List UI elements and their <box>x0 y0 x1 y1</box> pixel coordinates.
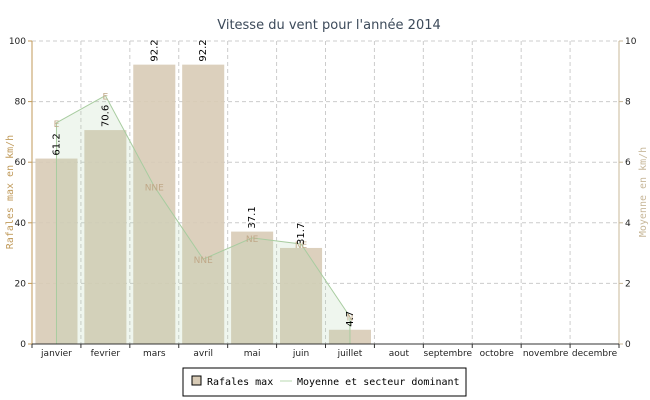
x-tick-label: fevrier <box>91 349 121 359</box>
bar-avril <box>182 64 225 344</box>
y2-tick-label: 10 <box>625 37 637 47</box>
sector-label: E <box>54 120 60 130</box>
y2-tick-label: 2 <box>625 279 631 289</box>
sector-label: NE <box>295 241 308 251</box>
y2-tick-label: 8 <box>625 98 631 108</box>
grid <box>32 40 620 344</box>
legend-box <box>182 367 467 397</box>
sector-label: E <box>103 93 109 103</box>
x-tick-label: novembre <box>523 349 569 359</box>
x-tick-label: decembre <box>572 349 618 359</box>
bar-juin <box>280 247 323 344</box>
y-tick-label: 100 <box>9 37 26 47</box>
data-label: 70.6 <box>100 105 111 127</box>
sector-label: NNE <box>194 256 213 266</box>
x-tick-label: mars <box>143 349 166 359</box>
data-label: 61.2 <box>51 133 62 155</box>
x-tick-label: avril <box>193 349 213 359</box>
bar-fevrier <box>84 130 127 344</box>
sector-label: N <box>347 314 354 324</box>
data-label: 37.1 <box>247 206 258 228</box>
y2-tick-label: 0 <box>625 340 631 350</box>
data-labels: E E NNE NNE NE NE N 61.2 70.6 92.2 92.2 37.1 31.7 4.7 <box>51 39 356 326</box>
y2-axis-title: Moyenne en km/h <box>638 147 649 237</box>
area-series <box>55 94 351 345</box>
bar-mai <box>231 231 274 344</box>
data-label: 92.2 <box>149 39 160 61</box>
legend-swatch-rafales <box>191 375 202 386</box>
x-tick-label: septembre <box>424 349 473 359</box>
y-tick-label: 60 <box>15 158 27 168</box>
x-tick-label: octobre <box>480 349 515 359</box>
legend: Rafales max Moyenne et secteur dominant <box>182 367 467 397</box>
data-label: 31.7 <box>296 223 307 245</box>
area-moyenne <box>55 94 351 345</box>
y2-tick-label: 6 <box>625 158 631 168</box>
y-tick-label: 0 <box>20 340 26 350</box>
sector-label: NE <box>246 235 259 245</box>
y-tick-label: 20 <box>15 279 27 289</box>
x-tick-label: juillet <box>337 349 363 359</box>
y-tick-label: 80 <box>15 98 27 108</box>
y-tick-label: 40 <box>15 219 27 229</box>
bar-mars <box>133 64 176 344</box>
data-label: 4.7 <box>345 311 356 327</box>
legend-label-rafales: Rafales max <box>207 377 273 388</box>
axes: 0 20 40 60 80 100 0 2 4 6 8 10 janvier fevrier mars avr… <box>9 37 637 359</box>
x-tick-label: mai <box>244 349 261 359</box>
data-label: 92.2 <box>198 39 209 61</box>
y-axis-title: Rafales max en km/h <box>5 135 16 249</box>
chart-title: Vitesse du vent pour l'année 2014 <box>217 18 441 33</box>
x-tick-label: aout <box>389 349 410 359</box>
y2-tick-label: 4 <box>625 219 631 229</box>
bar-series <box>35 64 371 344</box>
x-tick-label: juin <box>292 349 309 359</box>
x-tick-label: janvier <box>40 349 72 359</box>
sector-label: NNE <box>145 183 164 193</box>
legend-label-moyenne: Moyenne et secteur dominant <box>297 377 460 388</box>
